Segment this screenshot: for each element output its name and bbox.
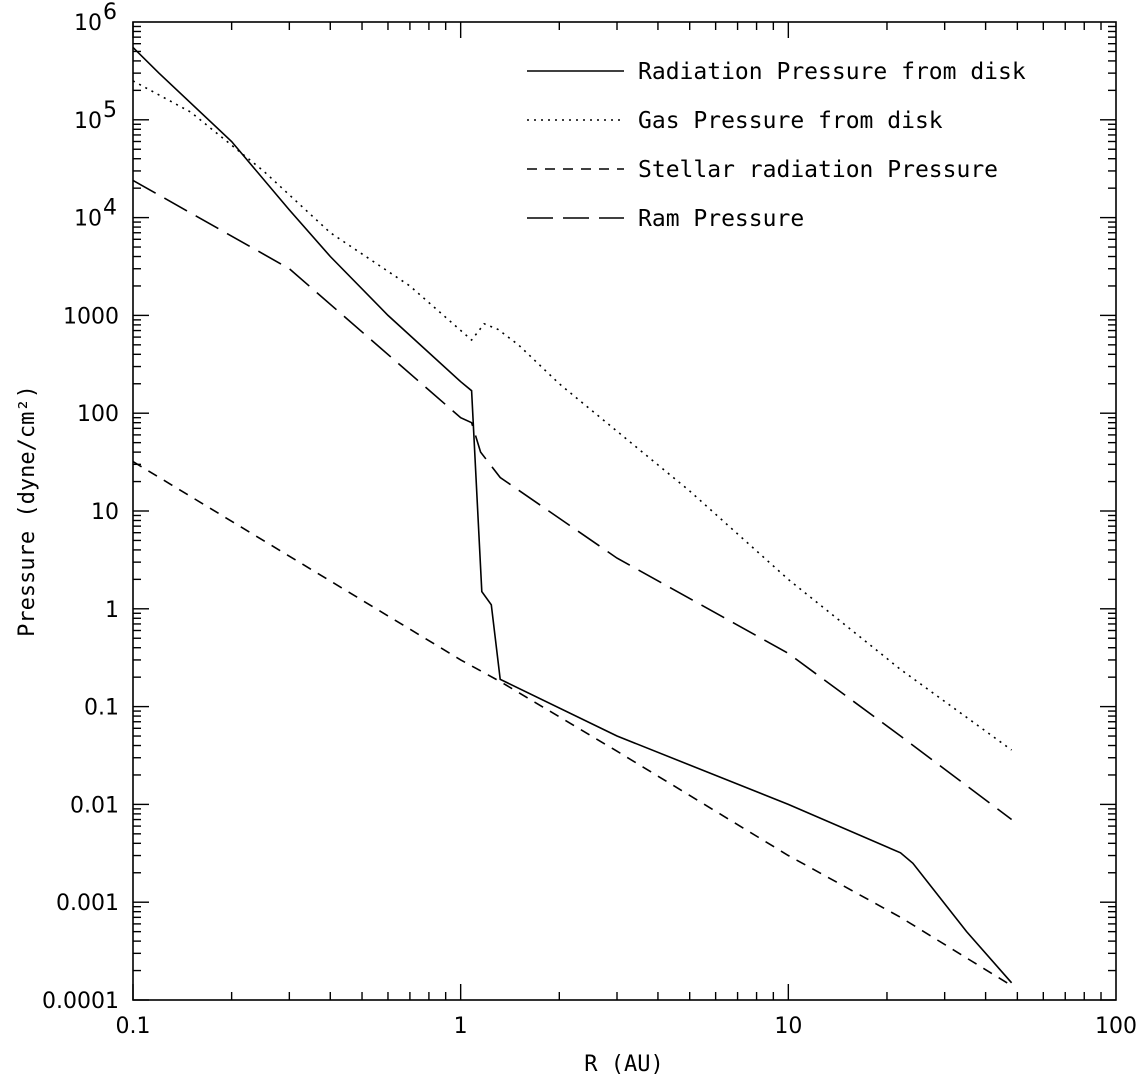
y-tick-label: 1 (105, 598, 119, 623)
series-line-1 (132, 80, 1013, 751)
y-tick-label: 10 4 (74, 196, 117, 232)
y-tick-label-exponent: 6 (103, 0, 117, 25)
y-tick-label-exponent: 4 (103, 196, 117, 221)
legend-label-3: Ram Pressure (638, 206, 804, 232)
legend: Radiation Pressure from disk Gas Pressure… (527, 59, 1026, 232)
y-tick-label: 1000 (63, 304, 119, 329)
y-axis-title: Pressure (dyne/cm²) (15, 385, 40, 637)
y-tick-label: 10 6 (74, 0, 117, 36)
x-tick-label: 10 (774, 1014, 802, 1039)
series-layer (132, 46, 1013, 987)
y-tick-label: 0.001 (56, 891, 119, 916)
x-tick-label: 100 (1095, 1014, 1137, 1039)
y-tick-label: 100 (77, 402, 119, 427)
series-line-0 (132, 46, 1013, 984)
y-tick-label-base: 10 (74, 207, 102, 232)
y-tick-label: 0.1 (84, 696, 119, 721)
tick-layer (132, 22, 1116, 1001)
y-tick-label: 10 5 (74, 98, 117, 134)
y-tick-label-base: 10 (74, 109, 102, 134)
y-tick-label-base: 10 (74, 11, 102, 36)
x-axis-title: R (AU) (584, 1052, 663, 1077)
legend-label-0: Radiation Pressure from disk (638, 59, 1026, 85)
y-tick-label-exponent: 5 (103, 98, 117, 123)
legend-label-1: Gas Pressure from disk (638, 108, 943, 134)
x-tick-label: 0.1 (116, 1014, 151, 1039)
series-line-2 (132, 460, 1013, 987)
series-line-3 (132, 179, 1013, 821)
y-tick-label: 0.0001 (42, 989, 119, 1014)
x-tick-label: 1 (454, 1014, 468, 1039)
y-tick-label: 10 (91, 500, 119, 525)
x-tick-labels: 0.1 1 10 100 (116, 1014, 1138, 1039)
legend-label-2: Stellar radiation Pressure (638, 157, 998, 183)
y-tick-label: 0.01 (70, 793, 119, 818)
